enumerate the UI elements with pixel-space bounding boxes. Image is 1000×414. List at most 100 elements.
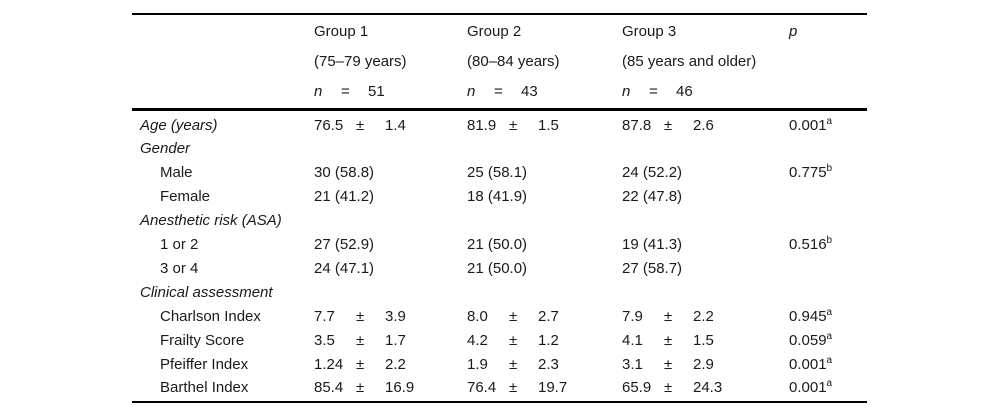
value-cell-group2: 8.0 ±2.7 [467,305,622,329]
p-superscript: a [826,378,833,390]
plus-minus-symbol: ± [509,355,518,373]
mean-value: 4.2 [467,331,488,349]
table-header-rule [132,108,867,111]
mean-value: 65.9 [622,379,652,397]
mean-value: 76.4 [467,379,497,397]
p-superscript: a [826,330,833,342]
p-value: 0.001 [789,116,827,134]
mean-value: 85.4 [314,379,344,397]
row-label: Frailty Score [160,331,245,349]
table-row-frailty: Frailty Score 3.5 ±1.7 4.2 ±1.2 4.1 ±1.5 0.… [132,329,867,353]
plus-minus-symbol: ± [664,379,673,397]
header-group2-range: (80–84 years) [467,53,560,70]
mean-value: 3.1 [622,355,643,373]
table-row-charlson: Charlson Index 7.7 ±3.9 8.0 ±2.7 7.9 ±2.2 0… [132,305,867,329]
n-value: 46 [676,83,693,100]
value-cell-group1: 30 (58.8) [314,164,375,182]
mean-value: 7.9 [622,307,643,325]
row-label: Age (years) [140,116,218,134]
value-cell-group1: 7.7 ±3.9 [314,305,467,329]
value-cell-group3: 3.1 ±2.9 [622,353,789,377]
header-group1-range: (75–79 years) [314,53,407,70]
plus-minus-symbol: ± [664,355,673,373]
header-row-n: n = 51 n = 43 n = 46 [132,77,867,107]
table-row-asa-3or4: 3 or 4 24 (47.1) 21 (50.0) 27 (58.7) [132,257,867,281]
value-cell-group2: 21 (50.0) [467,259,528,277]
sd-value: 2.2 [385,355,406,373]
value-cell-group2: 1.9 ±2.3 [467,353,622,377]
value-cell-group3: 24 (52.2) [622,164,683,182]
plus-minus-symbol: ± [664,116,673,134]
header-group3-title: Group 3 [622,23,677,40]
equals-sign: = [494,83,503,100]
table-row-female: Female 21 (41.2) 18 (41.9) 22 (47.8) [132,185,867,209]
header-p-label: p [789,23,798,40]
p-superscript: a [826,354,833,366]
header-group1-title: Group 1 [314,23,369,40]
mean-value: 1.9 [467,355,488,373]
value-cell-group2: 4.2 ±1.2 [467,329,622,353]
value-cell-group3: 4.1 ±1.5 [622,329,789,353]
sd-value: 24.3 [693,379,723,397]
header-group3-range: (85 years and older) [622,53,757,70]
header-row-ranges: (75–79 years) (80–84 years) (85 years an… [132,47,867,77]
value-cell-group1: 1.24 ±2.2 [314,353,467,377]
sd-value: 2.7 [538,307,559,325]
mean-value: 76.5 [314,116,344,134]
row-label: 3 or 4 [160,259,199,277]
p-value: 0.001 [789,379,827,397]
row-label: Barthel Index [160,379,249,397]
value-cell-group3: 19 (41.3) [622,236,683,254]
mean-value: 81.9 [467,116,497,134]
equals-sign: = [341,83,350,100]
value-cell-group3: 87.8 ±2.6 [622,114,789,138]
table-row-male: Male 30 (58.8) 25 (58.1) 24 (52.2) 0.775… [132,161,867,185]
value-cell-group2: 25 (58.1) [467,164,528,182]
n-symbol: n [467,83,476,100]
table-row-asa-section: Anesthetic risk (ASA) [132,209,867,233]
p-value: 0.775 [789,164,827,182]
plus-minus-symbol: ± [509,331,518,349]
table-row-asa-1or2: 1 or 2 27 (52.9) 21 (50.0) 19 (41.3) 0.5… [132,233,867,257]
p-superscript: a [826,306,833,318]
n-value: 51 [368,83,385,100]
plus-minus-symbol: ± [356,331,365,349]
value-cell-group3: 27 (58.7) [622,259,683,277]
table-row-age: Age (years) 76.5 ±1.4 81.9 ±1.5 87.8 ±2.6 0… [132,114,867,138]
value-cell-group2: 18 (41.9) [467,188,528,206]
value-cell-group1: 27 (52.9) [314,236,375,254]
p-value-cell: 0.775b [789,161,867,185]
sd-value: 1.5 [538,116,559,134]
value-cell-group1: 76.5 ±1.4 [314,114,467,138]
value-cell-group3: 7.9 ±2.2 [622,305,789,329]
row-label: Pfeiffer Index [160,355,249,373]
p-value-cell: 0.001a [789,114,867,138]
mean-value: 8.0 [467,307,488,325]
mean-value: 3.5 [314,331,335,349]
plus-minus-symbol: ± [356,355,365,373]
plus-minus-symbol: ± [509,379,518,397]
table-row-gender-section: Gender [132,137,867,161]
p-value-cell: 0.059a [789,329,867,353]
value-cell-group1: 24 (47.1) [314,259,375,277]
plus-minus-symbol: ± [356,379,365,397]
row-label: Charlson Index [160,307,261,325]
section-label: Clinical assessment [140,283,273,301]
header-group2-n: n = 43 [467,77,622,107]
sd-value: 2.3 [538,355,559,373]
section-label: Gender [140,140,191,158]
sd-value: 3.9 [385,307,406,325]
mean-value: 87.8 [622,116,652,134]
table-top-rule [132,13,867,15]
value-cell-group2: 21 (50.0) [467,236,528,254]
mean-value: 4.1 [622,331,643,349]
sd-value: 1.7 [385,331,406,349]
header-group1-n: n = 51 [314,77,467,107]
sd-value: 2.2 [693,307,714,325]
header-group2-title: Group 2 [467,23,522,40]
value-cell-group3: 65.9 ±24.3 [622,376,789,400]
p-value: 0.001 [789,355,827,373]
row-label: 1 or 2 [160,236,199,254]
plus-minus-symbol: ± [356,116,365,134]
sd-value: 1.2 [538,331,559,349]
